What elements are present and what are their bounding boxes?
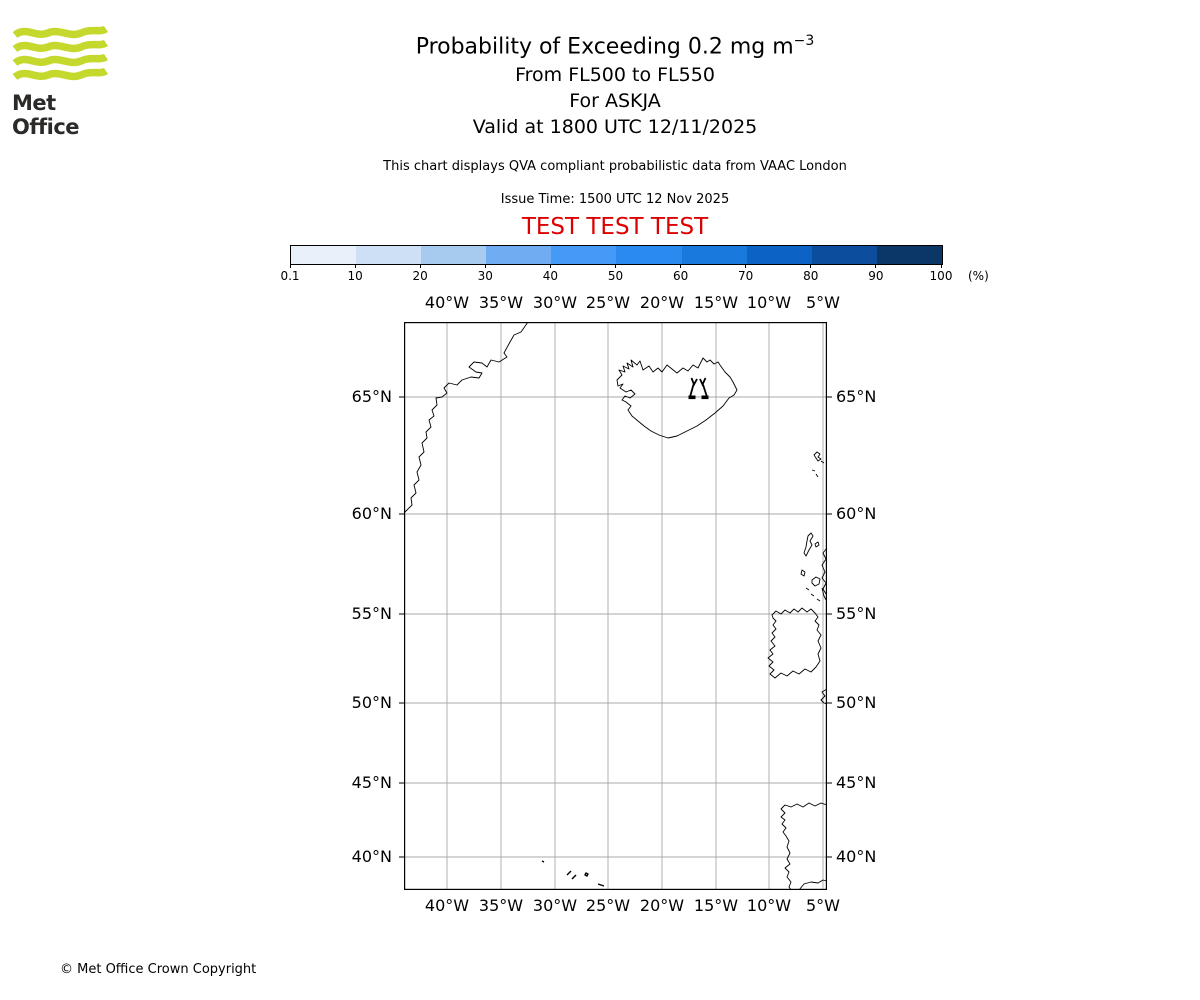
lon-label: 10°W — [746, 896, 792, 915]
colorbar-segment — [876, 246, 942, 264]
lat-label: 65°N — [351, 387, 392, 406]
lon-label: 5°W — [806, 293, 840, 312]
map-lon-labels-top: 40°W 35°W 30°W 25°W 20°W 15°W 10°W 5°W — [404, 293, 840, 313]
lat-label: 40°N — [351, 847, 392, 866]
colorbar-tick — [354, 264, 356, 268]
coastline-iceland — [616, 357, 738, 439]
colorbar-tick-label: 20 — [412, 269, 428, 283]
colorbar-tick — [875, 264, 877, 268]
colorbar-segment — [681, 246, 747, 264]
probability-colorbar — [290, 245, 943, 265]
lon-label: 25°W — [585, 896, 631, 915]
volcano-marker-icon — [688, 377, 709, 400]
disclaimer-text: This chart displays QVA compliant probab… — [383, 159, 847, 174]
lon-label: 10°W — [746, 293, 792, 312]
colorbar-tick — [615, 264, 616, 268]
map-frame — [404, 322, 827, 890]
colorbar-unit-label: (%) — [968, 269, 989, 283]
map-panel — [399, 321, 832, 891]
lon-label: 15°W — [693, 293, 739, 312]
colorbar-segment — [486, 246, 552, 264]
lon-label: 15°W — [693, 896, 739, 915]
colorbar-tick — [419, 264, 421, 268]
lat-label: 45°N — [836, 773, 877, 792]
colorbar-tick — [745, 264, 747, 268]
colorbar-tick-label: 90 — [868, 269, 884, 283]
colorbar-tick-label: 40 — [542, 269, 559, 283]
colorbar-tick-label: 60 — [672, 269, 689, 283]
colorbar-segment — [811, 246, 877, 264]
map-gridlines — [404, 322, 827, 890]
coastline-faroe-islands — [811, 451, 825, 478]
lon-label: 30°W — [532, 896, 578, 915]
map-lat-labels-left: 65°N 60°N 55°N 50°N 45°N 40°N — [330, 322, 392, 890]
colorbar-tick — [810, 264, 812, 268]
met-office-logo-text: Met Office — [12, 91, 80, 139]
colorbar-tick-label: 30 — [477, 269, 493, 283]
colorbar-segment — [551, 246, 617, 264]
lon-label: 30°W — [532, 293, 578, 312]
lon-label: 20°W — [639, 896, 685, 915]
copyright-text: © Met Office Crown Copyright — [60, 962, 257, 977]
subtitle-volcano: For ASKJA — [569, 90, 661, 112]
colorbar-ticks: 0.1 10 20 30 40 50 60 70 80 90 100 — [280, 264, 952, 294]
coastline-cornwall — [820, 688, 828, 705]
colorbar-tick-label: 0.1 — [280, 269, 300, 283]
lon-label: 35°W — [478, 896, 524, 915]
coastline-ireland — [767, 607, 822, 679]
lat-label: 65°N — [836, 387, 877, 406]
lat-label: 45°N — [351, 773, 392, 792]
lon-label: 35°W — [478, 293, 524, 312]
colorbar-tick-label: 50 — [607, 269, 624, 283]
coastline-iberia — [780, 802, 828, 891]
coastline-greenland — [403, 321, 529, 514]
chart-title-text: Probability of Exceeding 0.2 mg m — [415, 34, 794, 60]
lon-label: 25°W — [585, 293, 631, 312]
lat-label: 55°N — [836, 604, 877, 623]
colorbar-tick — [680, 264, 682, 268]
colorbar-tick-label: 100 — [929, 269, 953, 283]
map-canvas — [399, 321, 832, 891]
map-lon-labels-bottom: 40°W 35°W 30°W 25°W 20°W 15°W 10°W 5°W — [404, 896, 840, 916]
subtitle-valid-time: Valid at 1800 UTC 12/11/2025 — [472, 116, 758, 138]
issue-time-text: Issue Time: 1500 UTC 12 Nov 2025 — [500, 192, 730, 207]
met-office-waves-icon — [12, 25, 109, 81]
colorbar-tick-label: 70 — [738, 269, 754, 283]
lat-label: 40°N — [836, 847, 877, 866]
lat-label: 60°N — [836, 504, 877, 523]
coastline-iberia-south — [798, 879, 828, 891]
chart-title-exponent: −3 — [793, 33, 815, 49]
colorbar-tick — [940, 264, 942, 268]
lat-label: 55°N — [351, 604, 392, 623]
colorbar-tick-label: 80 — [803, 269, 819, 283]
test-banner: TEST TEST TEST — [521, 214, 709, 240]
lat-label: 50°N — [351, 693, 392, 712]
lon-label: 5°W — [806, 896, 840, 915]
coastline-hebrides-scotland — [800, 532, 828, 602]
colorbar-segment — [421, 246, 487, 264]
map-axis-ticks — [399, 396, 832, 858]
colorbar-tick — [549, 264, 551, 268]
colorbar-segment — [356, 246, 422, 264]
met-office-logo: Met Office — [12, 24, 112, 139]
colorbar-segment — [291, 246, 357, 264]
colorbar-segments — [291, 246, 942, 264]
map-lat-labels-right: 65°N 60°N 55°N 50°N 45°N 40°N — [836, 322, 898, 890]
subtitle-flight-levels: From FL500 to FL550 — [515, 64, 715, 86]
lon-label: 40°W — [424, 293, 470, 312]
colorbar-tick — [289, 264, 291, 268]
lon-label: 20°W — [639, 293, 685, 312]
colorbar-tick-label: 10 — [347, 269, 363, 283]
colorbar-segment — [616, 246, 682, 264]
colorbar-segment — [746, 246, 812, 264]
lat-label: 60°N — [351, 504, 392, 523]
chart-title: Probability of Exceeding 0.2 mg m−3 — [30, 33, 1200, 59]
colorbar-tick — [484, 264, 486, 268]
coastline-azores — [541, 860, 605, 887]
lon-label: 40°W — [424, 896, 470, 915]
lat-label: 50°N — [836, 693, 877, 712]
